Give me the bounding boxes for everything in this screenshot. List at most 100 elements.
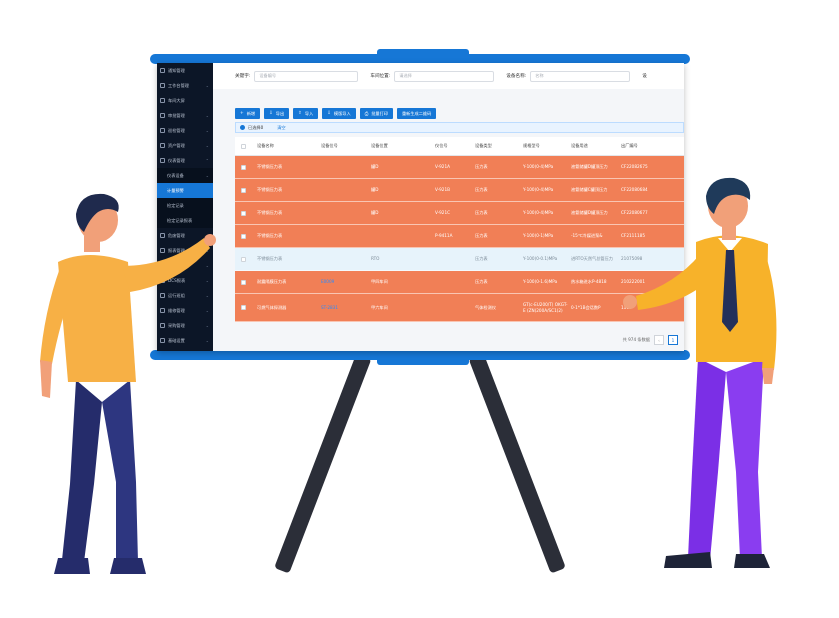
table-cell: Y-100(0-4)MPa (523, 187, 554, 193)
table-cell: CF22080677 (621, 210, 648, 216)
row-checkbox[interactable] (241, 187, 246, 193)
sidebar-item-label: 检定记录报表 (167, 217, 193, 223)
chevron-icon: ⌄ (205, 293, 209, 298)
table-cell: 热水箱进水P-4818 (571, 279, 607, 285)
column-header: 设备用途 (571, 143, 588, 149)
table-cell[interactable]: E0009 (321, 279, 335, 285)
toolbar-button[interactable]: + 新增 (235, 108, 261, 119)
chevron-icon: ⌄ (205, 323, 209, 328)
sidebar: 通知管理 工作台管理 ⌄ 车间大屏 审批管理 ⌄ 巡检管理 ⌄ 资产管理 ⌄ 仪表管理 ⌃ 仪表设备 ⌄ 计… (157, 63, 213, 351)
sidebar-item-label: DCS报表 (168, 277, 186, 283)
table-cell[interactable]: ST-2831 (321, 304, 338, 310)
table-row[interactable]: 不锈钢压力表 罐D V-921A 压力表 Y-100(0-4)MPa 液氨储罐D罐顶压力 C… (235, 156, 684, 179)
selection-count: 已选择0 (248, 124, 264, 130)
sidebar-item-label: 计量预警 (167, 187, 184, 193)
sidebar-item[interactable]: 工作台管理 ⌄ (157, 78, 213, 93)
toolbar-button[interactable]: ⇩ 模版导入 (322, 108, 356, 119)
table-row[interactable]: 不锈钢压力表 RTO 压力表 Y-100(0-0.1)MPa 进RTO天然气总管压力 21… (235, 248, 684, 271)
sidebar-item[interactable]: 车间大屏 (157, 93, 213, 108)
menu-icon (160, 323, 165, 328)
table-cell: 进RTO天然气总管压力 (571, 256, 613, 262)
column-header: 设备位置 (371, 143, 388, 149)
row-checkbox[interactable] (241, 210, 246, 216)
row-checkbox[interactable] (241, 164, 246, 170)
table-cell: V-921A (435, 164, 450, 170)
menu-icon (160, 233, 165, 238)
row-checkbox[interactable] (241, 233, 246, 239)
sidebar-item[interactable]: 检定记录报表 (157, 213, 213, 228)
sidebar-item[interactable]: 仪表设备 ⌄ (157, 168, 213, 183)
sidebar-item[interactable]: 基础设置 ⌄ (157, 333, 213, 348)
sidebar-item[interactable]: 采购管理 ⌄ (157, 318, 213, 333)
page-1-button[interactable]: 1 (668, 335, 678, 345)
device-table: 设备名称 设备位号 设备位置 仪位号 设备类型 规格型号 设备用途 出厂编号 不锈钢压力表 罐D V… (235, 137, 684, 322)
table-row[interactable]: 可燃气体探测器 ST-2831 甲六车间 气体检测仪 GT(c-EU200/T) OKG… (235, 294, 684, 322)
toolbar-button[interactable]: ⎙ 批量打印 (359, 108, 393, 119)
sidebar-item-label: 报表管理 (168, 247, 185, 253)
sidebar-item-label: 基础设置 (168, 337, 185, 343)
sidebar-item[interactable]: 仪表管理 ⌃ (157, 153, 213, 168)
table-cell: P-9411A (435, 233, 453, 239)
table-cell: 可燃气体探测器 (257, 304, 287, 310)
table-row[interactable]: 不锈钢压力表 P-9411A 压力表 Y-100(0-1)MPa -15℃冷媒进泵& CF… (235, 225, 684, 248)
name-input[interactable]: 名称 (530, 70, 631, 82)
table-cell: 甲六车间 (371, 304, 388, 310)
table-cell: 不锈钢压力表 (257, 256, 283, 262)
menu-icon (160, 98, 165, 103)
pagination: 共 974 条数据 ‹ 1 (623, 335, 678, 345)
total-count: 共 974 条数据 (622, 337, 650, 342)
select-all-checkbox[interactable] (241, 143, 246, 149)
table-cell: 不锈钢压力表 (257, 210, 283, 216)
toolbar-button[interactable]: ⇧ 导入 (293, 108, 319, 119)
sidebar-item[interactable]: 巡检管理 ⌄ (157, 123, 213, 138)
sidebar-item[interactable]: 通知管理 (157, 63, 213, 78)
name-label: 设备名称: (506, 74, 527, 79)
table-cell: V-921B (435, 187, 450, 193)
table-cell: 液氨储罐C罐顶压力 (571, 187, 608, 193)
filter-overflow-label: 设 (642, 74, 647, 79)
sidebar-item[interactable]: 检定记录 (157, 198, 213, 213)
row-checkbox[interactable] (241, 279, 246, 285)
table-row[interactable]: 不锈钢压力表 罐D V-921B 压力表 Y-100(0-4)MPa 液氨储罐C罐顶压力 C… (235, 179, 684, 202)
menu-icon (160, 248, 165, 253)
table-cell: 气体检测仪 (475, 304, 496, 310)
table-cell: Y-100(0-1.6)MPa (523, 279, 558, 285)
table-cell: -15℃冷媒进泵& (571, 233, 603, 239)
table-row[interactable]: 不锈钢压力表 罐D V-921C 压力表 Y-100(0-4)MPa 液氨储罐D罐顶压力 C… (235, 202, 684, 225)
chevron-icon: ⌄ (205, 278, 209, 283)
sidebar-item-label: 检定记录 (167, 202, 184, 208)
sidebar-item[interactable]: 维修管理 ⌄ (157, 303, 213, 318)
keyword-input[interactable]: 设备编号 (254, 70, 359, 82)
chevron-icon: ⌄ (205, 308, 209, 313)
sidebar-item-label: 车间大屏 (168, 97, 185, 103)
sidebar-item-label: 仪表管理 (168, 157, 185, 163)
table-cell: 罐D (371, 164, 379, 170)
table-cell: 不锈钢压力表 (257, 164, 283, 170)
location-select[interactable]: 请选择 (394, 70, 495, 82)
sidebar-item[interactable]: 计量预警 (157, 183, 213, 198)
sidebar-item[interactable]: 资产管理 ⌄ (157, 138, 213, 153)
clear-selection-link[interactable]: 清空 (277, 124, 286, 130)
sidebar-item[interactable]: 运行班组 ⌄ (157, 288, 213, 303)
row-checkbox[interactable] (241, 256, 246, 262)
toolbar-button-icon: ⇩ (269, 111, 273, 116)
table-cell: 压力表 (475, 187, 488, 193)
table-cell: 罐D (371, 187, 379, 193)
menu-icon (160, 158, 165, 163)
sidebar-item-label: 危废管理 (168, 232, 185, 238)
table-cell: Y-100(0-0.1)MPa (523, 256, 558, 262)
menu-icon (160, 308, 165, 313)
toolbar-button-icon: ⎙ (364, 111, 369, 117)
table-cell: 罐D (371, 210, 379, 216)
table-row[interactable]: 耐震隔膜压力表 E0009 甲四车间 压力表 Y-100(0-1.6)MPa 热水箱进水P… (235, 271, 684, 294)
sidebar-item[interactable]: 审批管理 ⌄ (157, 108, 213, 123)
row-checkbox[interactable] (241, 305, 246, 310)
presenter-left-illustration (40, 193, 216, 574)
toolbar-button[interactable]: 重新生成二维码 (396, 108, 437, 119)
toolbar-button[interactable]: ⇩ 导出 (264, 108, 290, 119)
prev-page-button[interactable]: ‹ (654, 335, 664, 345)
table-cell: 甲四车间 (371, 279, 388, 285)
table-cell: 21075098 (621, 256, 643, 262)
table-cell: CF2111185 (621, 233, 645, 239)
sidebar-item-label: 资产管理 (168, 142, 185, 148)
